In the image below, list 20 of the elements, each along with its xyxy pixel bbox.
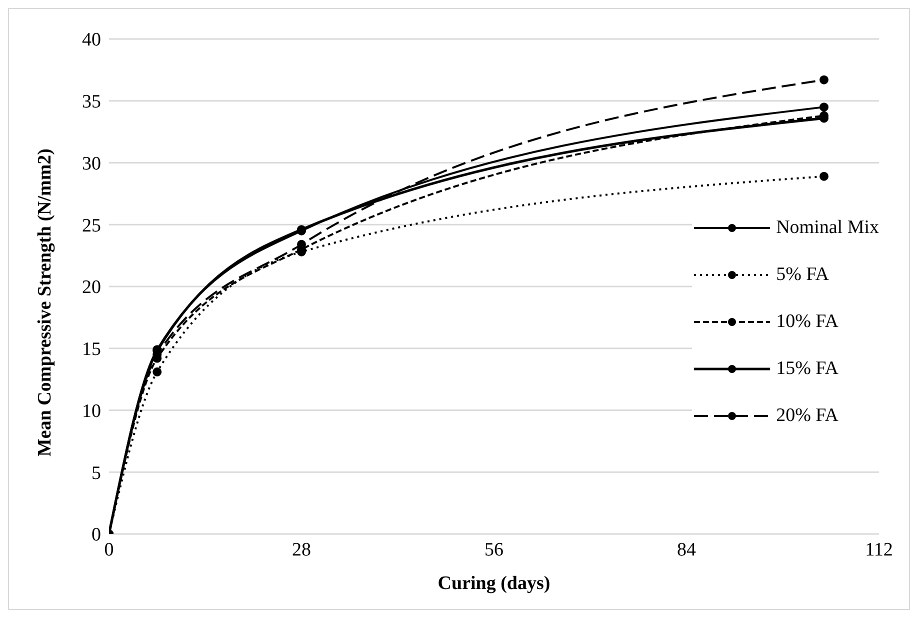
x-axis-title: Curing (days) [438,573,550,594]
y-tick-label: 40 [82,30,101,51]
x-tick-label: 28 [292,539,311,560]
legend-label: 5% FA [776,264,830,286]
x-tick-label: 112 [865,539,893,560]
legend-label: 10% FA [776,310,839,332]
y-tick-label: 35 [82,92,101,113]
legend-label: 20% FA [776,404,839,426]
y-axis-title: Mean Compressive Strength (N/mm2) [34,148,56,456]
y-tick-label: 10 [82,400,101,422]
y-tick-label: 25 [82,215,101,236]
y-tick-label: 20 [82,277,101,298]
x-tick-label: 56 [484,539,504,560]
legend-label: 15% FA [776,358,839,380]
legend-label: Nominal Mix [776,216,879,238]
y-tick-label: 0 [92,524,101,546]
y-tick-label: 30 [82,153,101,174]
x-tick-label: 84 [677,539,696,560]
y-tick-label: 15 [82,339,101,360]
y-tick-label: 5 [92,462,101,484]
